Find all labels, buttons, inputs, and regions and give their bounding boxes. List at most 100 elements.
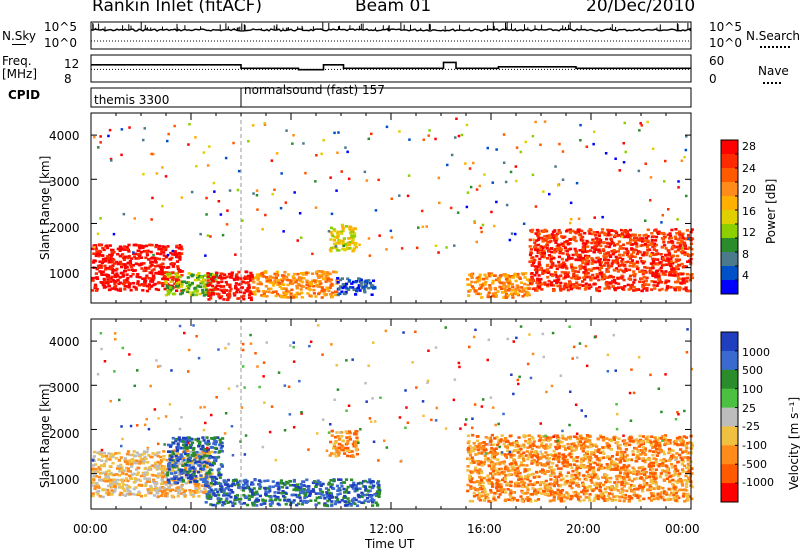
heatmap-cell bbox=[649, 450, 652, 453]
heatmap-cell bbox=[305, 280, 308, 283]
heatmap-cell bbox=[248, 498, 251, 501]
heatmap-cell bbox=[474, 281, 477, 284]
heatmap-cell bbox=[533, 440, 536, 443]
heatmap-cell bbox=[187, 276, 190, 279]
heatmap-cell bbox=[357, 482, 360, 485]
heatmap-cell bbox=[133, 286, 136, 289]
heatmap-cell bbox=[507, 282, 510, 285]
heatmap-cell bbox=[188, 284, 191, 287]
heatmap-cell bbox=[533, 459, 536, 462]
heatmap-cell bbox=[314, 503, 317, 506]
heatmap-cell bbox=[242, 298, 245, 301]
heatmap-cell bbox=[280, 492, 283, 495]
heatmap-cell bbox=[205, 501, 208, 504]
heatmap-cell bbox=[321, 286, 324, 289]
heatmap-cell bbox=[562, 288, 565, 291]
heatmap-cell bbox=[331, 483, 334, 486]
heatmap-cell bbox=[233, 502, 236, 505]
heatmap-cell bbox=[272, 480, 275, 483]
heatmap-speck bbox=[446, 164, 449, 167]
heatmap-cell bbox=[581, 251, 584, 254]
heatmap-speck bbox=[534, 121, 537, 124]
heatmap-cell bbox=[536, 461, 539, 464]
heatmap-cell bbox=[189, 476, 192, 479]
heatmap-cell bbox=[140, 475, 143, 478]
heatmap-cell bbox=[93, 455, 96, 458]
heatmap-speck bbox=[172, 250, 175, 253]
heatmap-cell bbox=[103, 452, 106, 455]
heatmap-cell bbox=[368, 486, 371, 489]
heatmap-cell bbox=[608, 281, 611, 284]
heatmap-cell bbox=[471, 277, 474, 280]
heatmap-cell bbox=[172, 293, 175, 296]
heatmap-cell bbox=[660, 472, 663, 475]
heatmap-cell bbox=[609, 488, 612, 491]
heatmap-cell bbox=[111, 272, 114, 275]
heatmap-cell bbox=[522, 273, 525, 276]
heatmap-cell bbox=[234, 287, 237, 290]
heatmap-speck bbox=[562, 179, 565, 182]
heatmap-cell bbox=[483, 274, 486, 277]
heatmap-cell bbox=[341, 248, 344, 251]
heatmap-speck bbox=[579, 124, 582, 127]
heatmap-cell bbox=[623, 271, 626, 274]
heatmap-speck bbox=[328, 230, 331, 233]
heatmap-cell bbox=[272, 486, 275, 489]
heatmap-cell bbox=[548, 457, 551, 460]
heatmap-cell bbox=[150, 251, 153, 254]
heatmap-cell bbox=[373, 493, 376, 496]
heatmap-cell bbox=[251, 490, 254, 493]
heatmap-cell bbox=[161, 476, 164, 479]
heatmap-cell bbox=[105, 455, 108, 458]
heatmap-cell bbox=[654, 276, 657, 279]
heatmap-cell bbox=[630, 247, 633, 250]
heatmap-cell bbox=[555, 282, 558, 285]
heatmap-cell bbox=[633, 236, 636, 239]
heatmap-cell bbox=[553, 251, 556, 254]
heatmap-cell bbox=[507, 285, 510, 288]
heatmap-cell bbox=[561, 258, 564, 261]
heatmap-cell bbox=[255, 491, 258, 494]
heatmap-speck bbox=[401, 247, 404, 250]
heatmap-cell bbox=[650, 242, 653, 245]
heatmap-cell bbox=[309, 289, 312, 292]
heatmap-cell bbox=[666, 469, 669, 472]
heatmap-cell bbox=[276, 496, 279, 499]
heatmap-cell bbox=[559, 282, 562, 285]
heatmap-speck bbox=[416, 247, 419, 250]
heatmap-cell bbox=[348, 237, 351, 240]
heatmap-cell bbox=[598, 235, 601, 238]
heatmap-cell bbox=[550, 281, 553, 284]
heatmap-cell bbox=[562, 261, 565, 264]
heatmap-cell bbox=[611, 229, 614, 232]
heatmap-cell bbox=[538, 263, 541, 266]
heatmap-cell bbox=[223, 289, 226, 292]
heatmap-cell bbox=[298, 494, 301, 497]
heatmap-cell bbox=[516, 284, 519, 287]
nsky-strip bbox=[91, 22, 691, 49]
heatmap-cell bbox=[113, 490, 116, 493]
heatmap-cell bbox=[207, 279, 210, 282]
heatmap-cell bbox=[127, 450, 130, 453]
heatmap-cell bbox=[622, 254, 625, 257]
heatmap-cell bbox=[530, 248, 533, 251]
heatmap-cell bbox=[232, 480, 235, 483]
heatmap-cell bbox=[342, 481, 345, 484]
heatmap-speck bbox=[594, 216, 597, 219]
heatmap-cell bbox=[686, 229, 689, 232]
heatmap-speck bbox=[434, 138, 437, 141]
heatmap-cell bbox=[631, 233, 634, 236]
heatmap-cell bbox=[334, 243, 337, 246]
heatmap-cell bbox=[658, 275, 661, 278]
heatmap-cell bbox=[345, 287, 348, 290]
heatmap-cell bbox=[122, 274, 125, 277]
heatmap-speck bbox=[592, 143, 595, 146]
heatmap-cell bbox=[197, 471, 200, 474]
heatmap-cell bbox=[226, 283, 229, 286]
heatmap-cell bbox=[160, 264, 163, 267]
heatmap-cell bbox=[109, 455, 112, 458]
heatmap-cell bbox=[642, 262, 645, 265]
heatmap-cell bbox=[591, 262, 594, 265]
heatmap-cell bbox=[603, 241, 606, 244]
heatmap-cell bbox=[153, 494, 156, 497]
